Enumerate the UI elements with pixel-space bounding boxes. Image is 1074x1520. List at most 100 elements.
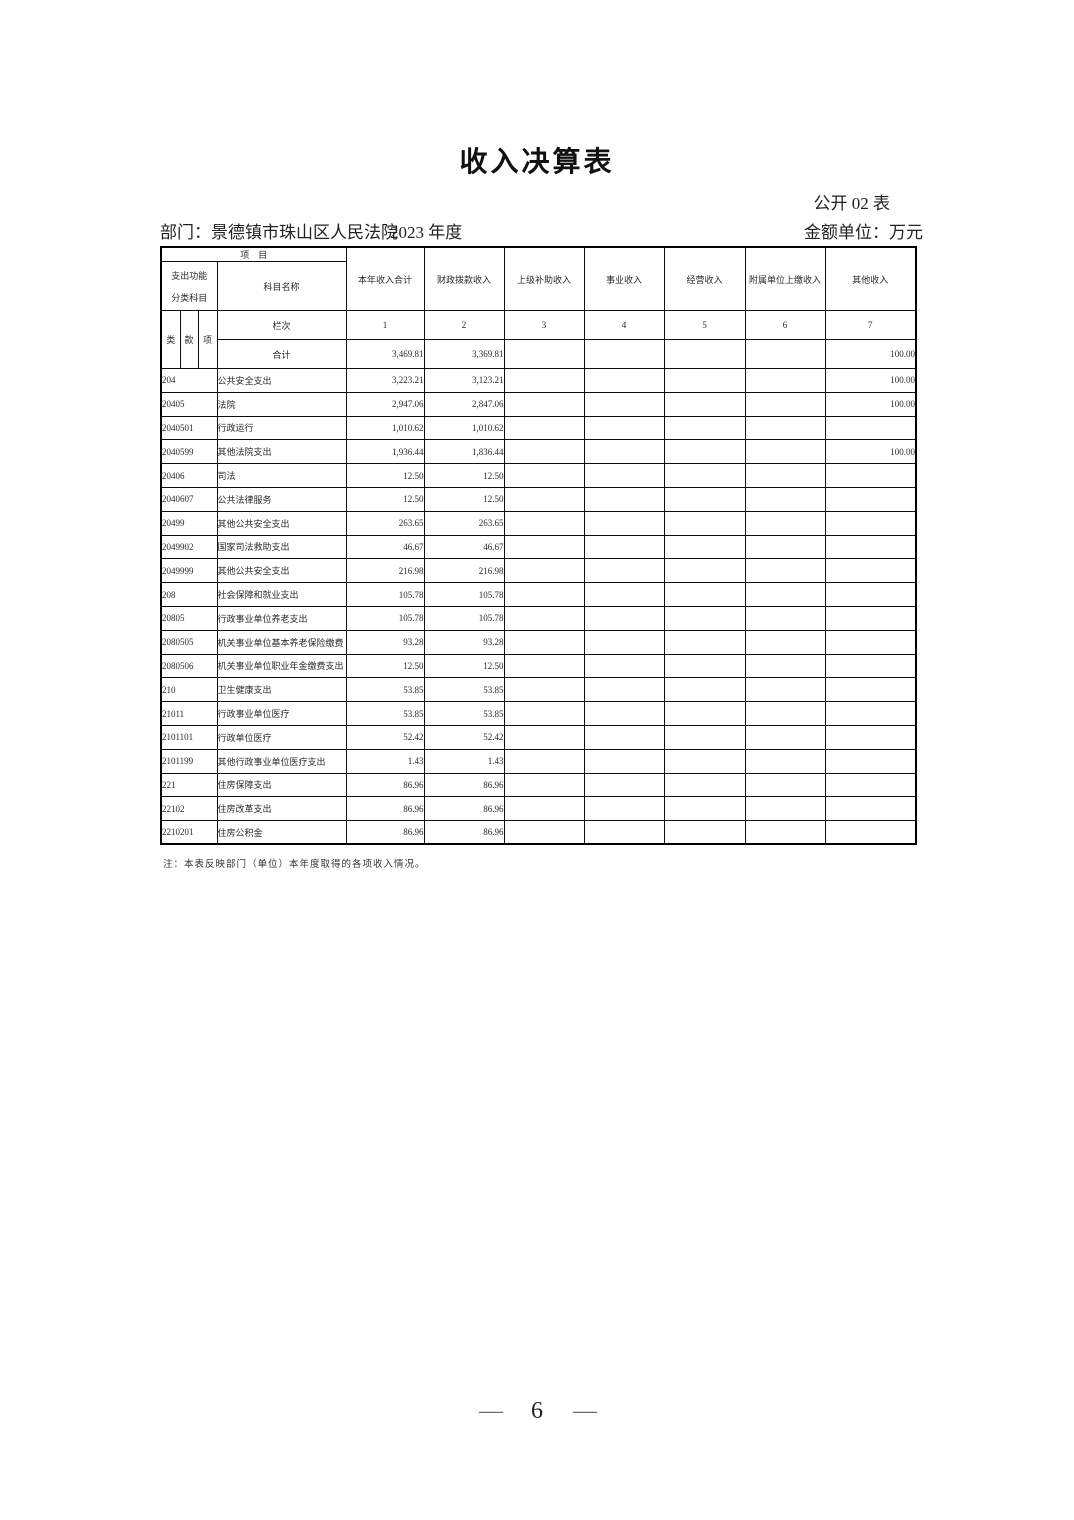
row-value xyxy=(503,368,585,393)
row-value xyxy=(663,748,746,774)
total-row-value: 100.00 xyxy=(824,339,917,369)
row-value: 53.85 xyxy=(345,701,425,726)
row-value xyxy=(583,391,665,417)
row-value xyxy=(824,724,917,750)
row-subject-name: 住房改革支出 xyxy=(216,796,347,822)
row-value xyxy=(583,701,665,726)
footer-dash-left: — xyxy=(479,1398,503,1424)
table-row: 221 住房保障支出 86.96 86.96 xyxy=(160,772,917,798)
row-value xyxy=(503,701,585,726)
row-value xyxy=(744,605,826,631)
row-subject-name: 公共法律服务 xyxy=(216,486,347,512)
row-value: 1,936.44 xyxy=(345,439,425,465)
column-number: 6 xyxy=(744,310,826,340)
row-value xyxy=(503,772,585,798)
row-value: 52.42 xyxy=(423,724,505,750)
column-number: 4 xyxy=(583,310,665,340)
row-value xyxy=(583,629,665,655)
row-code: 20499 xyxy=(160,510,218,536)
row-value: 100.00 xyxy=(824,439,917,465)
table-row: 2049902 国家司法救助支出 46.67 46.67 xyxy=(160,534,917,560)
row-value xyxy=(583,748,665,774)
total-row-value: 3,369.81 xyxy=(423,339,505,369)
row-value xyxy=(744,701,826,726)
row-value xyxy=(744,510,826,536)
table-row: 2040607 公共法律服务 12.50 12.50 xyxy=(160,486,917,512)
row-subject-name: 行政事业单位医疗 xyxy=(216,701,347,726)
row-value xyxy=(663,558,746,584)
row-value: 53.85 xyxy=(423,701,505,726)
row-code: 21011 xyxy=(160,701,218,726)
row-subject-name: 住房保障支出 xyxy=(216,772,347,798)
row-value xyxy=(503,724,585,750)
row-value xyxy=(824,510,917,536)
row-value: 105.78 xyxy=(345,605,425,631)
table-row: 2210201 住房公积金 86.96 86.96 xyxy=(160,820,917,845)
row-value xyxy=(744,796,826,822)
row-value xyxy=(663,510,746,536)
corner-project-cell: 项 目 xyxy=(160,246,347,262)
row-value: 86.96 xyxy=(345,772,425,798)
income-final-accounts-table: 项 目 本年收入合计 财政拨款收入 上级补助收入 事业收入 经营收入 附属单位上… xyxy=(160,246,918,846)
row-value xyxy=(744,391,826,417)
row-value: 1.43 xyxy=(345,748,425,774)
row-value xyxy=(503,439,585,465)
table-row: 20406 司法 12.50 12.50 xyxy=(160,463,917,488)
row-value xyxy=(744,748,826,774)
row-value: 12.50 xyxy=(345,486,425,512)
page-number: 6 xyxy=(531,1398,543,1424)
row-value xyxy=(583,653,665,679)
row-value xyxy=(744,724,826,750)
row-value: 86.96 xyxy=(423,772,505,798)
col-header-operation-income: 事业收入 xyxy=(583,246,665,311)
row-value xyxy=(744,653,826,679)
row-value xyxy=(663,582,746,607)
row-value xyxy=(824,772,917,798)
row-value xyxy=(583,368,665,393)
table-row: 210 卫生健康支出 53.85 53.85 xyxy=(160,677,917,703)
row-subject-name: 社会保障和就业支出 xyxy=(216,582,347,607)
col-header-business-income: 经营收入 xyxy=(663,246,746,311)
row-value xyxy=(663,486,746,512)
subcol-lei: 类 xyxy=(160,310,181,369)
row-subject-name: 机关事业单位基本养老保险缴费 xyxy=(216,629,347,655)
row-value xyxy=(663,629,746,655)
row-value xyxy=(824,796,917,822)
row-value: 53.85 xyxy=(423,677,505,703)
row-subject-name: 其他行政事业单位医疗支出 xyxy=(216,748,347,774)
row-code: 2049999 xyxy=(160,558,218,584)
row-code: 2049902 xyxy=(160,534,218,560)
row-value xyxy=(503,415,585,441)
table-row: 20499 其他公共安全支出 263.65 263.65 xyxy=(160,510,917,536)
header-row-classification: 支出功能 分类科目 科目名称 xyxy=(160,261,916,311)
row-subject-name: 其他公共安全支出 xyxy=(216,558,347,584)
header-row-project: 项 目 本年收入合计 财政拨款收入 上级补助收入 事业收入 经营收入 附属单位上… xyxy=(160,246,917,311)
row-value: 2,847.06 xyxy=(423,391,505,417)
col-header-other-income: 其他收入 xyxy=(824,246,917,311)
row-value: 105.78 xyxy=(423,582,505,607)
row-value xyxy=(503,629,585,655)
row-value: 12.50 xyxy=(345,653,425,679)
row-value xyxy=(744,368,826,393)
row-value xyxy=(824,582,917,607)
footer-dash-right: — xyxy=(573,1398,597,1424)
row-value xyxy=(663,439,746,465)
table-row: 2049999 其他公共安全支出 216.98 216.98 xyxy=(160,558,917,584)
row-value xyxy=(583,415,665,441)
row-code: 20406 xyxy=(160,463,218,488)
row-value xyxy=(663,772,746,798)
col-header-superior-subsidy: 上级补助收入 xyxy=(503,246,585,311)
row-value xyxy=(583,486,665,512)
row-value xyxy=(663,724,746,750)
column-number: 1 xyxy=(345,310,425,340)
row-subject-name: 司法 xyxy=(216,463,347,488)
column-number: 3 xyxy=(503,310,585,340)
row-code: 2210201 xyxy=(160,820,218,845)
row-value: 263.65 xyxy=(345,510,425,536)
row-value: 3,123.21 xyxy=(423,368,505,393)
row-value xyxy=(824,820,917,845)
row-value: 100.00 xyxy=(824,368,917,393)
row-subject-name: 行政事业单位养老支出 xyxy=(216,605,347,631)
row-code: 20805 xyxy=(160,605,218,631)
row-value xyxy=(744,772,826,798)
